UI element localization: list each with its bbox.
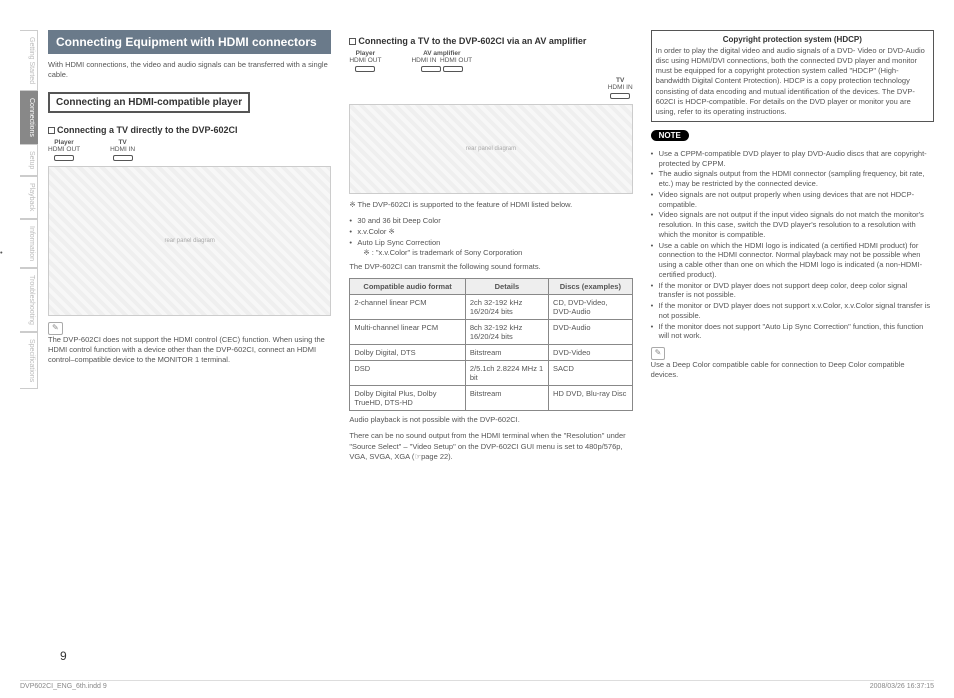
table-header: Details	[465, 279, 548, 295]
diagram2-tv-label: TVHDMI IN	[349, 77, 632, 101]
diagram1-labels: PlayerHDMI OUT TVHDMI IN	[48, 139, 331, 163]
side-tab-troubleshooting[interactable]: Troubleshooting	[20, 268, 38, 332]
features-intro: ※ The DVP-602CI is supported to the feat…	[349, 200, 632, 210]
table-cell: CD, DVD-Video, DVD-Audio	[549, 295, 633, 320]
note-item: If the monitor or DVD player does not su…	[651, 301, 934, 321]
hdcp-box-text: In order to play the digital video and a…	[656, 46, 929, 117]
table-row: Dolby Digital, DTSBitstreamDVD-Video	[350, 345, 632, 361]
note-item: If the monitor does not support "Auto Li…	[651, 322, 934, 342]
rear-panel-diagram-1: rear panel diagram	[48, 166, 331, 316]
table-row: 2-channel linear PCM2ch 32-192 kHz 16/20…	[350, 295, 632, 320]
table-intro: The DVP-602CI can transmit the following…	[349, 262, 632, 272]
footer-right: 2008/03/26 16:37:15	[870, 683, 934, 690]
pencil-icon: ✎	[651, 347, 666, 360]
column-3: Copyright protection system (HDCP) In or…	[651, 30, 934, 658]
note-item: The audio signals output from the HDMI c…	[651, 169, 934, 189]
side-tab-specifications[interactable]: Specifications	[20, 332, 38, 389]
table-footnote-1: Audio playback is not possible with the …	[349, 415, 632, 425]
note-item: Use a cable on which the HDMI logo is in…	[651, 241, 934, 280]
note-item: If the monitor or DVD player does not su…	[651, 281, 934, 301]
diagram2-labels: PlayerHDMI OUT AV amplifierHDMI IN HDMI …	[349, 50, 632, 74]
feature-item: ※ : "x.v.Color" is trademark of Sony Cor…	[349, 248, 632, 258]
note-pill: NOTE	[651, 130, 689, 141]
side-tabs: Getting StartedConnectionsSetupPlaybackI…	[20, 30, 38, 658]
table-row: DSD2/5.1ch 2.8224 MHz 1 bitSACD	[350, 361, 632, 386]
table-cell: HD DVD, Blu-ray Disc	[549, 386, 633, 411]
table-cell: Bitstream	[465, 345, 548, 361]
column-2: Connecting a TV to the DVP-602CI via an …	[349, 30, 632, 658]
intro-text: With HDMI connections, the video and aud…	[48, 60, 331, 80]
rear-panel-diagram-2: rear panel diagram	[349, 104, 632, 194]
footer: DVP602CI_ENG_6th.indd 9 2008/03/26 16:37…	[20, 680, 934, 690]
table-cell: SACD	[549, 361, 633, 386]
table-cell: DVD-Audio	[549, 320, 633, 345]
table-cell: 2/5.1ch 2.8224 MHz 1 bit	[465, 361, 548, 386]
audio-format-table: Compatible audio formatDetailsDiscs (exa…	[349, 278, 632, 411]
sub-header: Connecting an HDMI-compatible player	[48, 92, 250, 113]
hdcp-box: Copyright protection system (HDCP) In or…	[651, 30, 934, 122]
table-cell: 2-channel linear PCM	[350, 295, 466, 320]
note-item: Video signals are not output properly wh…	[651, 190, 934, 210]
side-tab-setup[interactable]: Setup	[20, 144, 38, 176]
diagram2-title: Connecting a TV to the DVP-602CI via an …	[349, 36, 632, 46]
table-cell: DVD-Video	[549, 345, 633, 361]
footer-left: DVP602CI_ENG_6th.indd 9	[20, 683, 107, 690]
table-cell: 2ch 32-192 kHz 16/20/24 bits	[465, 295, 548, 320]
table-header: Discs (examples)	[549, 279, 633, 295]
note-item: Video signals are not output if the inpu…	[651, 210, 934, 239]
note-item: Use a CPPM-compatible DVD player to play…	[651, 149, 934, 169]
side-tab-playback[interactable]: Playback	[20, 176, 38, 218]
diagram1-title: Connecting a TV directly to the DVP-602C…	[48, 125, 331, 135]
table-footnote-2: There can be no sound output from the HD…	[349, 431, 632, 461]
table-cell: Bitstream	[465, 386, 548, 411]
table-header: Compatible audio format	[350, 279, 466, 295]
feature-item: Auto Lip Sync Correction	[349, 238, 632, 248]
table-cell: 8ch 32-192 kHz 16/20/24 bits	[465, 320, 548, 345]
pencil-icon: ✎	[48, 322, 63, 335]
hdcp-box-title: Copyright protection system (HDCP)	[656, 35, 929, 44]
col3-tip: ✎Use a Deep Color compatible cable for c…	[651, 347, 934, 380]
side-tab-information[interactable]: Information	[20, 219, 38, 268]
column-1: Connecting Equipment with HDMI connector…	[48, 30, 331, 658]
table-row: Dolby Digital Plus, Dolby TrueHD, DTS-HD…	[350, 386, 632, 411]
page-number: 9	[60, 649, 67, 663]
notes-list: Use a CPPM-compatible DVD player to play…	[651, 149, 934, 341]
table-cell: Dolby Digital Plus, Dolby TrueHD, DTS-HD	[350, 386, 466, 411]
side-tab-getting-started[interactable]: Getting Started	[20, 30, 38, 91]
table-cell: Dolby Digital, DTS	[350, 345, 466, 361]
feature-item: x.v.Color ※	[349, 227, 632, 237]
table-cell: DSD	[350, 361, 466, 386]
side-tab-connections[interactable]: Connections	[20, 91, 38, 144]
col1-note: ✎The DVP-602CI does not support the HDMI…	[48, 322, 331, 365]
features-list: 30 and 36 bit Deep Colorx.v.Color ※Auto …	[349, 216, 632, 258]
table-cell: Multi-channel linear PCM	[350, 320, 466, 345]
table-row: Multi-channel linear PCM8ch 32-192 kHz 1…	[350, 320, 632, 345]
section-header: Connecting Equipment with HDMI connector…	[48, 30, 331, 54]
feature-item: 30 and 36 bit Deep Color	[349, 216, 632, 226]
